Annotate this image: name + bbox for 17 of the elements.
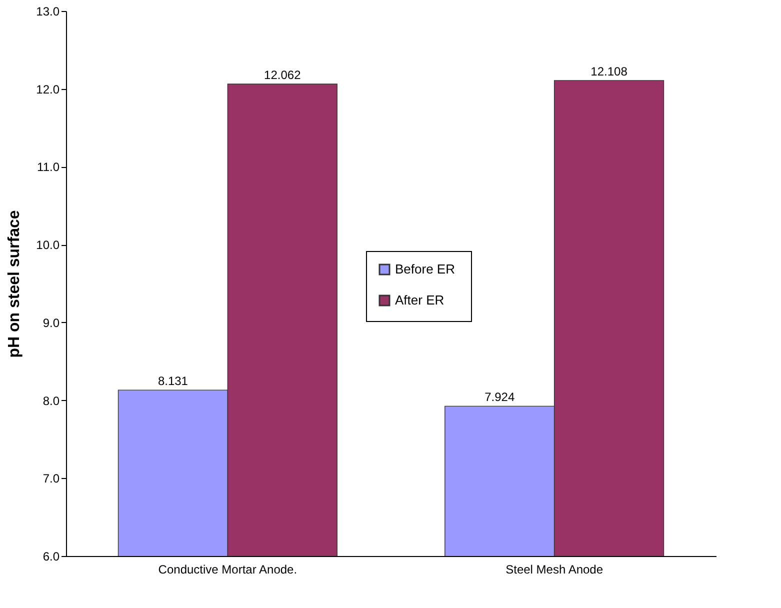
y-tick-label: 10.0 (36, 238, 60, 252)
data-label: 7.924 (484, 390, 515, 404)
x-tick-label: Steel Mesh Anode (506, 562, 604, 576)
y-tick-label: 11.0 (37, 160, 60, 174)
y-tick-label: 9.0 (42, 316, 60, 330)
y-tick-label: 7.0 (42, 472, 60, 486)
y-tick-label: 8.0 (42, 394, 60, 408)
y-tick-label: 13.0 (36, 4, 60, 18)
y-axis-title: pH on steel surface (6, 210, 24, 358)
data-label: 12.108 (590, 64, 628, 78)
y-tick-label: 6.0 (42, 550, 60, 564)
data-label: 8.131 (158, 374, 188, 388)
y-tick-label: 12.0 (36, 82, 60, 96)
data-label: 12.062 (264, 68, 302, 82)
legend-label: After ER (395, 292, 444, 308)
x-tick-label: Conductive Mortar Anode. (158, 562, 298, 576)
legend-label: Before ER (395, 262, 455, 276)
